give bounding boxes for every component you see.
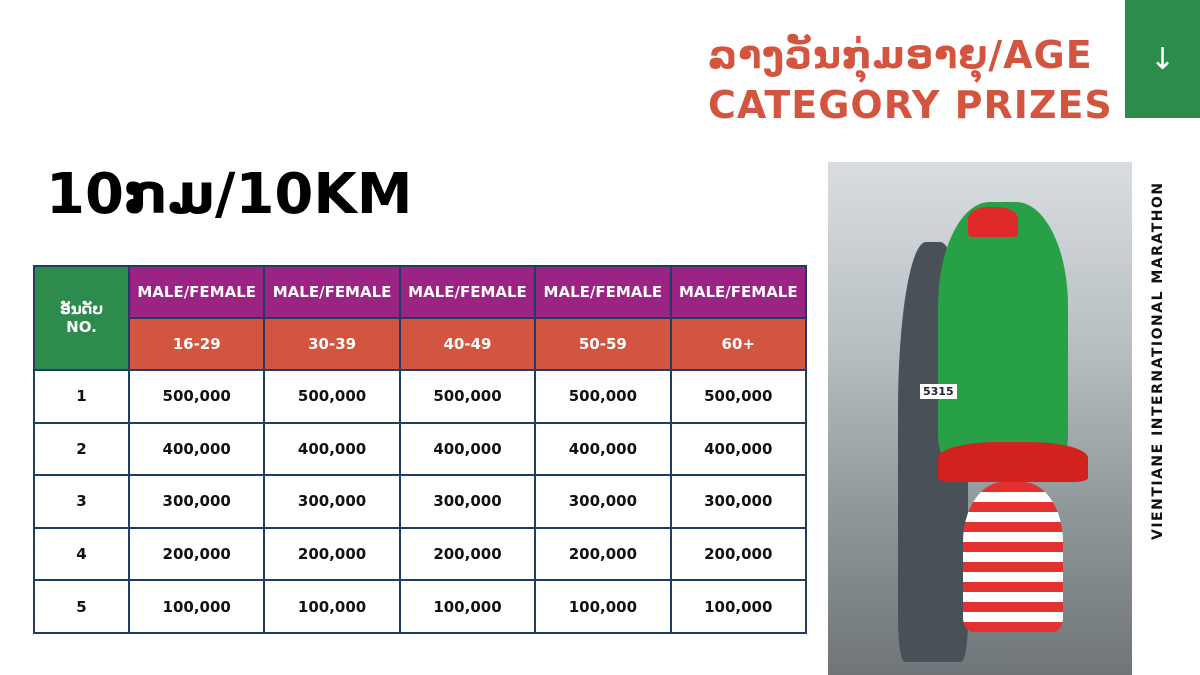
prize-cell: 400,000 — [398, 421, 537, 477]
distance-heading: 10ກມ/10KM — [46, 162, 413, 227]
prize-cell: 200,000 — [534, 526, 672, 582]
prize-cell: 200,000 — [669, 526, 808, 582]
table-row: 3 300,000 300,000 300,000 300,000 300,000 — [33, 474, 808, 529]
table-row: 5 100,000 100,000 100,000 100,000 100,000 — [33, 579, 808, 634]
rank-header: ອັນດັບ NO. — [33, 265, 130, 371]
runner-photo: 5315 — [828, 162, 1132, 675]
age-header: 40-49 — [398, 317, 537, 371]
group-header: MALE/FEMALE — [669, 265, 808, 319]
prize-cell: 500,000 — [669, 369, 808, 424]
prize-cell: 300,000 — [669, 474, 808, 529]
prize-table: ອັນດັບ NO. MALE/FEMALE MALE/FEMALE MALE/F… — [33, 265, 808, 634]
side-label: VIENTIANE INTERNATIONAL MARATHON — [1150, 181, 1166, 540]
rank-header-lao: ອັນດັບ — [59, 300, 104, 318]
age-header: 30-39 — [263, 317, 401, 371]
table-row: 4 200,000 200,000 200,000 200,000 200,000 — [33, 526, 808, 582]
bib-number: 5315 — [920, 384, 957, 399]
age-header: 60+ — [669, 317, 808, 371]
rank-header-en: NO. — [66, 318, 97, 336]
next-button[interactable]: ↓ — [1125, 0, 1200, 118]
age-header: 50-59 — [534, 317, 672, 371]
prize-cell: 500,000 — [263, 369, 401, 424]
rank-cell: 2 — [33, 421, 130, 477]
prize-cell: 500,000 — [534, 369, 672, 424]
prize-cell: 500,000 — [398, 369, 537, 424]
prize-cell: 100,000 — [263, 579, 401, 634]
rank-cell: 5 — [33, 579, 130, 634]
table-row: 2 400,000 400,000 400,000 400,000 400,000 — [33, 421, 808, 477]
prize-cell: 300,000 — [127, 474, 266, 529]
table-row: 1 500,000 500,000 500,000 500,000 500,000 — [33, 369, 808, 424]
prize-cell: 200,000 — [127, 526, 266, 582]
group-header: MALE/FEMALE — [127, 265, 266, 319]
title-line-2: CATEGORY PRIZES — [708, 83, 1113, 127]
page-title: ລາງວັນກຸ່ມອາຍຸ/AGE CATEGORY PRIZES — [708, 30, 1113, 130]
prize-cell: 300,000 — [263, 474, 401, 529]
prize-cell: 100,000 — [534, 579, 672, 634]
title-line-1: ລາງວັນກຸ່ມອາຍຸ/AGE — [708, 33, 1093, 77]
prize-cell: 100,000 — [398, 579, 537, 634]
prize-cell: 100,000 — [127, 579, 266, 634]
prize-cell: 500,000 — [127, 369, 266, 424]
prize-cell: 200,000 — [398, 526, 537, 582]
prize-cell: 400,000 — [263, 421, 401, 477]
group-header: MALE/FEMALE — [398, 265, 537, 319]
prize-cell: 200,000 — [263, 526, 401, 582]
rank-cell: 4 — [33, 526, 130, 582]
group-header: MALE/FEMALE — [263, 265, 401, 319]
prize-cell: 100,000 — [669, 579, 808, 634]
arrow-down-icon: ↓ — [1149, 41, 1176, 77]
prize-cell: 300,000 — [534, 474, 672, 529]
prize-cell: 400,000 — [534, 421, 672, 477]
rank-cell: 1 — [33, 369, 130, 424]
prize-cell: 400,000 — [127, 421, 266, 477]
prize-cell: 400,000 — [669, 421, 808, 477]
prize-cell: 300,000 — [398, 474, 537, 529]
age-header: 16-29 — [127, 317, 266, 371]
group-header: MALE/FEMALE — [534, 265, 672, 319]
rank-cell: 3 — [33, 474, 130, 529]
